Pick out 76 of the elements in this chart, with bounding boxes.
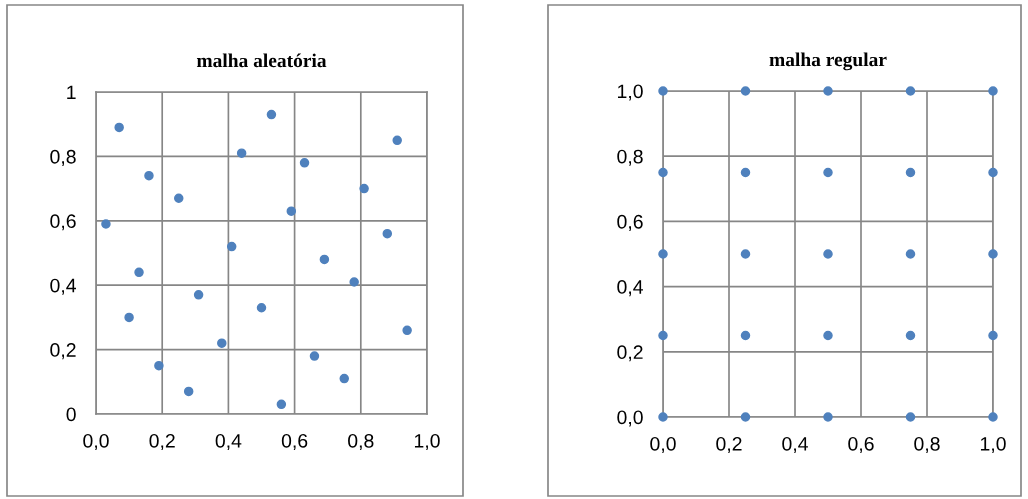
- point: [658, 330, 668, 341]
- point: [988, 86, 998, 96]
- x-tick-label: 0,2: [149, 433, 175, 451]
- point: [905, 330, 916, 341]
- point: [319, 254, 330, 265]
- point: [658, 167, 668, 178]
- point: [183, 386, 194, 397]
- point: [256, 302, 267, 313]
- point: [905, 86, 916, 96]
- chart-title: malha aleatória: [196, 53, 327, 68]
- point: [286, 206, 297, 216]
- point: [174, 193, 184, 204]
- y-tick-label: 0,4: [50, 278, 76, 295]
- y-tick-label: 1: [67, 85, 76, 100]
- point: [382, 228, 393, 239]
- point: [823, 249, 833, 259]
- point: [988, 412, 998, 422]
- point: [823, 86, 833, 96]
- y-tick-label: 0,0: [617, 410, 643, 427]
- point: [144, 170, 154, 181]
- x-tick-label: 0,6: [281, 433, 308, 451]
- y-tick-label: 0,8: [617, 149, 643, 166]
- point: [276, 399, 287, 410]
- x-tick-label: 0,4: [215, 433, 242, 451]
- point: [299, 158, 310, 168]
- point: [740, 412, 751, 422]
- point: [658, 249, 668, 259]
- point: [217, 338, 227, 348]
- x-tick-label: 1,0: [980, 436, 1006, 454]
- point: [359, 183, 369, 194]
- y-tick-label: 0,6: [50, 214, 76, 231]
- y-tick-label: 0,8: [50, 149, 76, 166]
- y-tick-label: 0,4: [617, 280, 643, 297]
- point: [402, 325, 412, 336]
- point: [905, 167, 916, 178]
- point: [236, 148, 247, 158]
- x-tick-label: 0,4: [782, 436, 808, 454]
- x-tick-label: 0,6: [848, 436, 874, 454]
- point: [193, 290, 204, 300]
- point: [740, 249, 751, 259]
- point: [134, 267, 144, 278]
- point: [988, 330, 998, 341]
- point: [988, 167, 998, 178]
- x-tick-label: 0,2: [716, 436, 742, 454]
- point: [905, 412, 916, 422]
- point: [349, 277, 359, 287]
- point: [309, 351, 320, 361]
- point: [905, 249, 916, 259]
- point: [266, 109, 277, 120]
- x-tick-label: 0,0: [83, 433, 109, 451]
- point: [988, 249, 998, 259]
- x-tick-label: 0,8: [348, 433, 374, 451]
- point: [658, 86, 668, 96]
- point: [740, 167, 751, 178]
- point: [226, 241, 237, 252]
- x-tick-label: 1,0: [414, 433, 440, 451]
- point: [823, 412, 833, 422]
- point: [658, 412, 668, 422]
- point: [339, 373, 349, 384]
- point: [823, 330, 833, 341]
- y-tick-label: 0,6: [617, 214, 643, 231]
- point: [101, 219, 111, 229]
- point: [124, 312, 134, 323]
- point: [740, 330, 751, 341]
- y-tick-label: 1,0: [618, 84, 643, 101]
- point: [392, 135, 402, 146]
- y-tick-label: 0: [66, 407, 76, 422]
- point: [823, 167, 833, 178]
- y-tick-label: 0,2: [50, 343, 76, 360]
- point: [114, 122, 124, 133]
- x-tick-label: 0,0: [650, 436, 676, 454]
- chart-title: malha regular: [769, 52, 887, 71]
- x-tick-label: 0,8: [914, 436, 940, 454]
- point: [154, 360, 164, 371]
- point: [740, 86, 751, 96]
- y-tick-label: 0,2: [617, 345, 643, 362]
